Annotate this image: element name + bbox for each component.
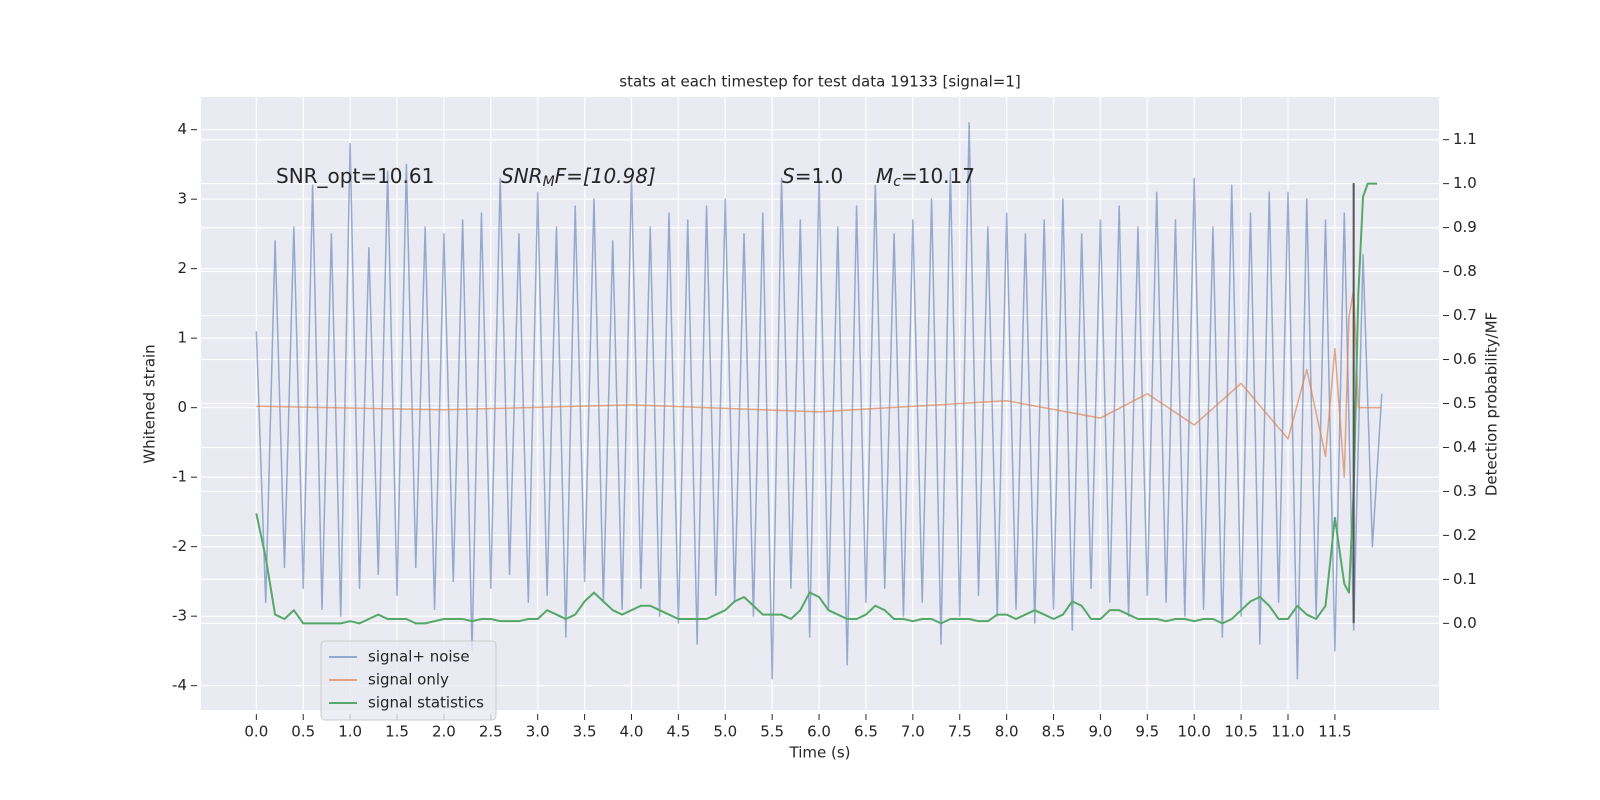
y2-tick-label: 0.7 xyxy=(1453,306,1477,324)
series-line xyxy=(255,121,1383,680)
y2-tick-label: 0.6 xyxy=(1453,350,1477,368)
y2-tick-label: 0.5 xyxy=(1453,394,1477,412)
y2-tick-label: 1.0 xyxy=(1453,174,1477,192)
annotation-symbol: S xyxy=(782,164,795,188)
legend-box xyxy=(320,640,497,721)
annotation: SNR_opt=10.61 xyxy=(276,164,434,188)
x-tick-label: 4.0 xyxy=(620,723,644,741)
y-tick-label: 0 xyxy=(177,398,187,416)
y-tick-label: -4 xyxy=(172,676,187,694)
annotation: Mc=10.17 xyxy=(876,164,975,191)
x-tick-label: 3.5 xyxy=(573,723,597,741)
y2-tick-label: 0.1 xyxy=(1453,570,1477,588)
y-tick-label: -1 xyxy=(172,468,187,486)
y2-tick-label: 0.3 xyxy=(1453,482,1477,500)
annotation-symbol: M xyxy=(876,164,893,188)
y-tick-label: -2 xyxy=(172,537,187,555)
annotation: SNRMF=[10.98] xyxy=(501,164,656,191)
annotation-subscript: M xyxy=(543,174,555,190)
x-tick-label: 10.5 xyxy=(1224,723,1257,741)
x-tick-label: 0.0 xyxy=(244,723,268,741)
y2-tick-label: 0.4 xyxy=(1453,438,1477,456)
x-tick-label: 8.5 xyxy=(1042,723,1066,741)
x-tick-label: 9.5 xyxy=(1135,723,1159,741)
y-axis-label: Whitened strain xyxy=(141,344,159,463)
x-tick-label: 11.0 xyxy=(1271,723,1304,741)
x-tick-label: 1.5 xyxy=(385,723,409,741)
y-tick-label: 3 xyxy=(177,190,187,208)
annotation: S=1.0 xyxy=(782,164,843,188)
annotation-text: SNR_opt=10.61 xyxy=(276,164,434,188)
legend-label: signal+ noise xyxy=(368,648,470,666)
y2-tick-label: 1.1 xyxy=(1453,130,1477,148)
x-tick-label: 3.0 xyxy=(526,723,550,741)
x-tick-label: 8.0 xyxy=(995,723,1019,741)
y-tick-label: -3 xyxy=(172,607,187,625)
x-tick-label: 5.5 xyxy=(760,723,784,741)
series-line xyxy=(256,288,1382,478)
annotation-text: =10.17 xyxy=(901,164,975,188)
x-tick-label: 11.5 xyxy=(1318,723,1351,741)
y-tick-label: 2 xyxy=(177,259,187,277)
x-tick-label: 9.0 xyxy=(1088,723,1112,741)
series-line xyxy=(255,182,1378,625)
y2-tick-label: 0.2 xyxy=(1453,526,1477,544)
x-tick-label: 7.0 xyxy=(901,723,925,741)
x-axis-label: Time (s) xyxy=(789,744,851,762)
x-tick-label: 6.0 xyxy=(807,723,831,741)
x-tick-label: 1.0 xyxy=(338,723,362,741)
x-tick-label: 10.0 xyxy=(1178,723,1211,741)
x-tick-label: 6.5 xyxy=(854,723,878,741)
legend-label: signal only xyxy=(368,671,449,689)
x-tick-label: 2.0 xyxy=(432,723,456,741)
y2-tick-label: 0.8 xyxy=(1453,262,1477,280)
x-tick-label: 2.5 xyxy=(479,723,503,741)
y2-tick-label: 0.9 xyxy=(1453,218,1477,236)
legend-label: signal statistics xyxy=(368,694,484,712)
annotation-symbol: SNR xyxy=(501,164,543,188)
y-tick-label: 4 xyxy=(177,120,187,138)
x-tick-label: 5.0 xyxy=(713,723,737,741)
x-tick-label: 7.5 xyxy=(948,723,972,741)
annotation-text: F=[10.98] xyxy=(555,164,656,188)
y2-tick-label: 0.0 xyxy=(1453,614,1477,632)
x-tick-label: 4.5 xyxy=(666,723,690,741)
y-tick-label: 1 xyxy=(177,329,187,347)
chart-title: stats at each timestep for test data 191… xyxy=(619,73,1020,91)
annotation-text: =1.0 xyxy=(795,164,844,188)
x-tick-label: 0.5 xyxy=(291,723,315,741)
y2-axis-label: Detection probability/MF xyxy=(1483,312,1501,496)
annotation-subscript: c xyxy=(893,174,901,190)
